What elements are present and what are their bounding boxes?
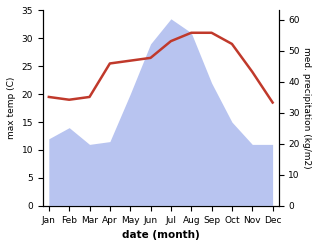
X-axis label: date (month): date (month) <box>122 230 200 240</box>
Y-axis label: med. precipitation (kg/m2): med. precipitation (kg/m2) <box>302 47 311 169</box>
Y-axis label: max temp (C): max temp (C) <box>7 77 16 139</box>
